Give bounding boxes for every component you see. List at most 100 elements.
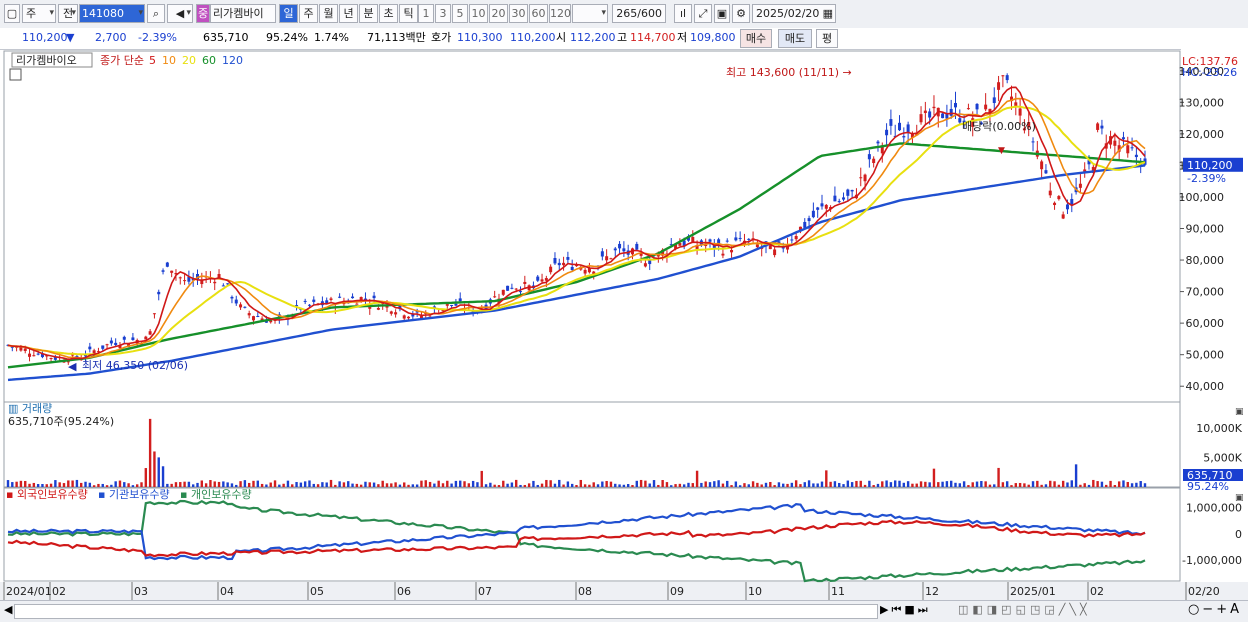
- change-rate: -2.39%: [138, 31, 177, 44]
- candle-body: [932, 106, 936, 109]
- volume-bar: [110, 484, 113, 487]
- volume-bar: [678, 483, 682, 487]
- volume-bar: [1044, 484, 1048, 487]
- volume-bar: [833, 481, 837, 487]
- playback-controls[interactable]: ▶⏮■⏭: [880, 603, 931, 616]
- candle-body: [234, 299, 238, 304]
- candle-body: [669, 244, 673, 246]
- volume-bar: [299, 482, 303, 487]
- x-tick-label: 02: [52, 585, 66, 598]
- candle-body: [966, 108, 970, 110]
- candle-body: [570, 266, 574, 271]
- volume-bar: [148, 418, 152, 487]
- calendar-icon[interactable]: ▦: [822, 7, 833, 20]
- period-tab-2[interactable]: 월: [319, 4, 338, 23]
- candle-body: [307, 304, 311, 306]
- volume-bar: [545, 479, 548, 487]
- x-axis-band: [0, 582, 1248, 600]
- period-tab-4[interactable]: 분: [359, 4, 378, 23]
- num-button-3[interactable]: 3: [435, 4, 451, 23]
- sell-button[interactable]: 매도: [778, 29, 812, 48]
- volume-bar: [424, 480, 427, 487]
- period-tab-5[interactable]: 초: [379, 4, 398, 23]
- holder-tick-1: 0: [1235, 528, 1242, 541]
- candle-body: [544, 278, 548, 281]
- volume-bar: [670, 485, 673, 487]
- candle-body: [415, 311, 419, 313]
- whole-select[interactable]: 전: [58, 4, 78, 23]
- scroll-track[interactable]: [14, 604, 878, 619]
- volume-bar: [872, 485, 875, 487]
- eval-button[interactable]: 평: [816, 29, 838, 48]
- save-icon[interactable]: ▣: [714, 4, 730, 23]
- volume-bar: [170, 483, 173, 487]
- period-tab-0[interactable]: 일: [279, 4, 298, 23]
- num-button-30[interactable]: 30: [509, 4, 528, 23]
- period-tab-6[interactable]: 틱: [399, 4, 418, 23]
- code-input[interactable]: 141080: [79, 4, 145, 23]
- period-tab-1[interactable]: 주: [299, 4, 318, 23]
- x-tick-label: 12: [925, 585, 939, 598]
- candle-body: [1130, 147, 1134, 149]
- volume-bar: [230, 483, 234, 487]
- num-button-1[interactable]: 1: [418, 4, 434, 23]
- y-tick-label: 40,000: [1186, 380, 1225, 393]
- window-icon[interactable]: ▢: [4, 4, 20, 23]
- count-field[interactable]: 265/600: [612, 4, 666, 23]
- candle-body: [609, 258, 613, 260]
- candle-body: [32, 355, 36, 357]
- drawing-tool-icon[interactable]: ⤢: [694, 4, 712, 23]
- num-button-5[interactable]: 5: [452, 4, 468, 23]
- candle-body: [131, 337, 135, 341]
- candle-body: [979, 122, 983, 125]
- last-rate-label: -2.39%: [1187, 172, 1226, 185]
- buy-button[interactable]: 매수: [740, 29, 772, 48]
- current-price: 110,200: [22, 31, 68, 44]
- volume-bar: [807, 480, 811, 487]
- chart-type-icon[interactable]: ıl: [674, 4, 692, 23]
- volume-bar: [364, 481, 367, 487]
- interval-select[interactable]: [572, 4, 608, 23]
- candle-body: [639, 253, 643, 256]
- date-field[interactable]: 2025/02/20 ▦: [752, 4, 836, 23]
- speaker-icon[interactable]: ◀: [167, 4, 193, 23]
- num-button-120[interactable]: 120: [549, 4, 571, 23]
- num-button-20[interactable]: 20: [489, 4, 508, 23]
- candle-body: [389, 311, 393, 314]
- x-tick-label: 11: [831, 585, 845, 598]
- num-button-10[interactable]: 10: [469, 4, 488, 23]
- volume-bar: [980, 481, 983, 487]
- candle-body: [837, 201, 841, 203]
- volume-bar: [127, 483, 130, 487]
- volume-bar: [738, 485, 742, 487]
- ma60-line: [7, 142, 1146, 369]
- stock-chart[interactable]: 140,000130,000120,000110,000100,00090,00…: [0, 49, 1248, 600]
- hc-label: HC:-23.26: [1182, 66, 1237, 79]
- volume-bar: [75, 479, 79, 487]
- volume-bar: [1018, 482, 1022, 487]
- volume-bar: [200, 480, 204, 487]
- volume-bar: [829, 481, 832, 487]
- zoom-controls[interactable]: ○−+A: [1187, 602, 1242, 617]
- x-tick-label: 10: [748, 585, 762, 598]
- chart-scrollbar[interactable]: ◀ ▶⏮■⏭ ◫◧◨◰◱◳◲╱╲╳ ○−+A: [0, 600, 1248, 622]
- volume-bar: [894, 480, 897, 487]
- market-select[interactable]: 주: [22, 4, 56, 23]
- period-tab-3[interactable]: 년: [339, 4, 358, 23]
- drawing-tools[interactable]: ◫◧◨◰◱◳◲╱╲╳: [958, 603, 1091, 616]
- search-icon[interactable]: ⌕: [147, 4, 165, 23]
- volume-bar: [441, 483, 445, 487]
- candle-body: [695, 245, 699, 250]
- volume-bar: [196, 482, 199, 487]
- gear-icon[interactable]: ⚙: [732, 4, 750, 23]
- y-tick-label: 140,000: [1179, 65, 1225, 78]
- scroll-left-icon[interactable]: ◀: [4, 603, 13, 616]
- x-tick-label: 05: [310, 585, 324, 598]
- candle-body: [889, 119, 893, 126]
- num-button-60[interactable]: 60: [529, 4, 548, 23]
- candle-body: [674, 244, 678, 249]
- volume-bar: [454, 480, 458, 487]
- candle-body: [506, 285, 510, 291]
- volume-bar: [665, 482, 669, 487]
- candle-body: [910, 133, 914, 138]
